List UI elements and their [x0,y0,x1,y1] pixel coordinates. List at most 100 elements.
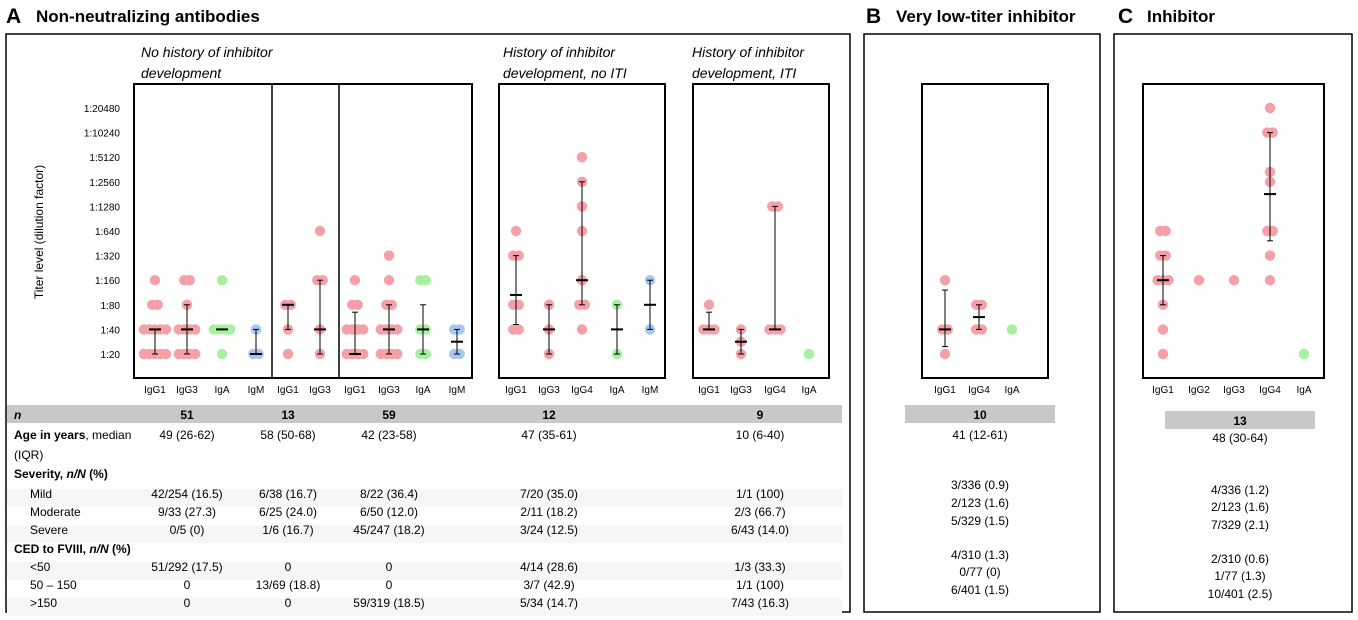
data-point [513,299,524,310]
data-point [190,348,201,360]
data-point [1006,324,1018,335]
table-a-cell: 7/20 (35.0) [520,487,578,501]
table-a-cell: 5/34 (14.7) [520,596,578,610]
table-a-cell: 1/1 (100) [736,487,784,501]
data-point [939,348,951,360]
x-tick-label: IgG3 [378,385,400,396]
table-c-cell-age: 48 (30-64) [1212,431,1267,445]
table-c-cell-lt50: 2/310 (0.6) [1211,552,1269,566]
table-a-row-label: n [14,408,21,422]
table-a-cell: 0 [285,560,292,574]
x-tick-label: IgG4 [968,385,990,396]
table-a-cell: 13 [281,408,295,422]
data-point [392,324,403,335]
table-a-cell: 3/7 (42.9) [523,578,574,592]
table-c-cell-gt150: 10/401 (2.5) [1208,587,1273,601]
data-point [190,324,201,335]
table-b-cell-severe: 5/329 (1.5) [951,514,1009,528]
y-tick-label: 1:5120 [89,153,120,164]
data-point [1298,348,1310,360]
table-a-cell: 59 [382,408,396,422]
table-b-cell-mid: 0/77 (0) [959,565,1000,579]
x-tick-label: IgG1 [277,385,299,396]
table-a-section-head: Severity, n/N (%) [14,467,108,481]
data-point [939,275,951,286]
y-tick-label: 1:320 [95,252,120,263]
table-a-row-label: Moderate [30,505,81,519]
table-a-label-bold: Age in years [14,428,86,442]
table-a-row-label: Mild [30,487,52,501]
x-tick-label: IgA [801,385,816,396]
panel-a-title: Non-neutralizing antibodies [36,7,260,26]
table-a-head-text: Severity, [14,467,66,481]
table-b-cell-mild: 3/336 (0.9) [951,478,1009,492]
x-tick-label: IgA [1296,385,1311,396]
table-a-cell: 51/292 (17.5) [151,560,222,574]
y-tick-label: 1:20480 [84,104,121,115]
x-tick-label: IgG4 [1259,385,1281,396]
data-point [383,275,395,286]
group-label-4a: History of inhibitor [503,44,616,60]
plot-box-no-history [133,83,473,379]
data-point [152,299,163,310]
table-a-stripe [7,525,842,543]
data-point [149,275,161,286]
x-tick-label: IgG3 [1223,385,1245,396]
table-a-cell: 47 (35-61) [521,428,576,442]
table-a-cell: 42/254 (16.5) [151,487,222,501]
data-point [160,348,172,360]
panel-c-letter: C [1118,5,1133,28]
table-a-cell: 8/22 (36.4) [360,487,418,501]
plot-box-no-iti [498,83,666,379]
y-tick-label: 1:10240 [84,129,121,140]
plot-box-inhibitor [1142,83,1325,379]
table-a-cell: 7/43 (16.3) [731,596,789,610]
x-tick-label: IgG3 [730,385,752,396]
x-tick-label: IgG1 [505,385,527,396]
panel-c-frame [1113,33,1353,613]
table-a-head-italic: n/N [66,467,86,481]
group-label-5a: History of inhibitor [692,44,805,60]
x-tick-label: IgA [214,385,229,396]
data-point [513,324,524,335]
data-point [184,275,195,286]
table-a-cell: 42 (23-58) [361,428,416,442]
data-point [352,299,363,310]
table-a-row-label-line2: (IQR) [14,448,43,462]
table-a-cell: 45/247 (18.2) [353,523,424,537]
table-a-cell: 0 [184,596,191,610]
data-point [358,348,369,360]
x-tick-label: IgM [642,385,659,396]
table-a-cell: 2/11 (18.2) [520,505,577,519]
table-c-cell-mild: 4/336 (1.2) [1211,483,1269,497]
panel-b-letter: B [866,5,881,28]
data-point [358,324,369,335]
data-point [576,152,588,163]
data-point [282,348,294,360]
x-tick-label: IgG3 [309,385,331,396]
table-a-cell: 0 [184,578,191,592]
x-tick-label: IgG1 [1152,385,1174,396]
x-tick-label: IgM [248,385,265,396]
table-c-cell-mid: 1/77 (1.3) [1214,569,1265,583]
y-tick-label: 1:40 [101,325,121,336]
y-tick-label: 1:640 [95,227,120,238]
group-label-4b: development, no ITI [503,65,627,81]
panel-a-letter: A [6,5,21,28]
x-tick-label: IgA [415,385,430,396]
data-point [225,324,236,335]
x-tick-label: IgG3 [538,385,560,396]
x-tick-label: IgG3 [176,385,198,396]
data-point [1157,324,1169,335]
group-label-1b: development [141,65,222,81]
y-tick-label: 1:20 [101,350,121,361]
data-point [510,225,522,237]
x-tick-label: IgG1 [344,385,366,396]
table-a-cell: 10 (6-40) [736,428,785,442]
table-a-row-label: Severe [30,523,68,537]
table-a-stripe [7,562,842,580]
data-point [392,348,403,360]
data-point [349,275,361,286]
table-b-n: 10 [973,408,987,422]
